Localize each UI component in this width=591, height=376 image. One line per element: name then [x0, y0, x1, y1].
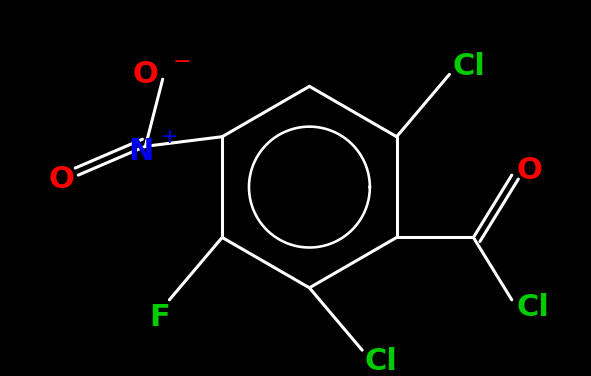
Text: F: F [150, 303, 170, 332]
Text: Cl: Cl [517, 293, 549, 322]
Text: O: O [48, 165, 74, 194]
Text: −: − [173, 52, 191, 72]
Text: N: N [128, 136, 153, 165]
Text: Cl: Cl [365, 347, 398, 376]
Text: Cl: Cl [452, 52, 485, 81]
Text: +: + [161, 127, 178, 147]
Text: O: O [132, 60, 158, 89]
Text: O: O [516, 156, 542, 185]
